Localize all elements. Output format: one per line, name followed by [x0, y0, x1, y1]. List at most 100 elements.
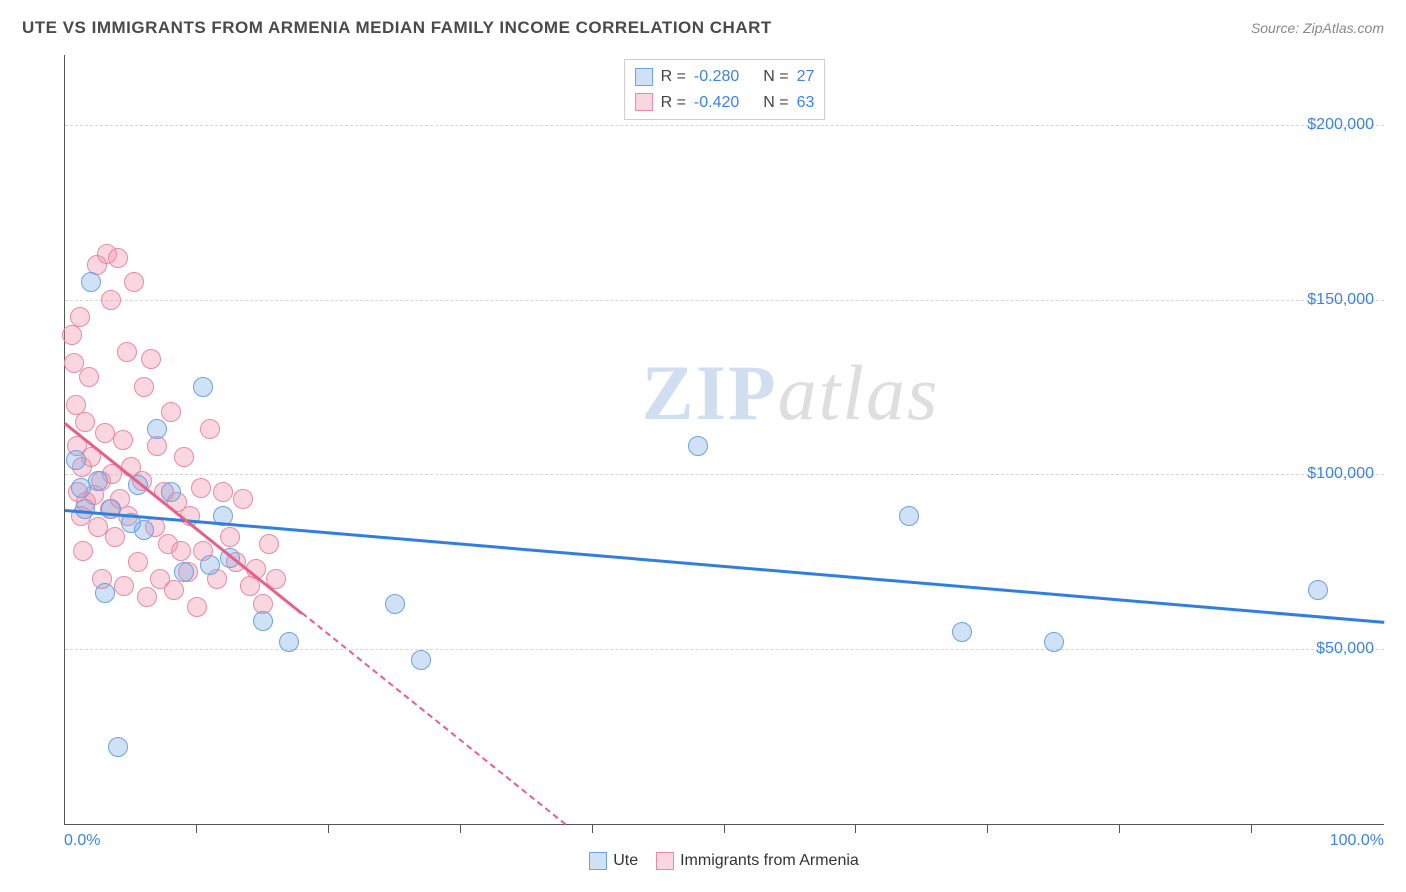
scatter-point [134, 520, 154, 540]
r-value-ute: -0.280 [694, 64, 739, 90]
ytick-label: $100,000 [1307, 465, 1374, 483]
correlation-legend: R = -0.280 N = 27 R = -0.420 N = 63 [624, 59, 826, 120]
watermark-atlas: atlas [778, 349, 940, 436]
gridline-h [65, 649, 1384, 650]
scatter-point [193, 377, 213, 397]
ytick-label: $200,000 [1307, 116, 1374, 134]
series-legend: Ute Immigrants from Armenia [64, 852, 1384, 870]
scatter-point [88, 471, 108, 491]
scatter-point [134, 377, 154, 397]
trendline [302, 613, 567, 826]
ytick-label: $50,000 [1316, 640, 1374, 658]
scatter-point [233, 489, 253, 509]
xtick-mark [987, 825, 988, 833]
scatter-point [114, 576, 134, 596]
scatter-point [161, 482, 181, 502]
scatter-point [385, 594, 405, 614]
scatter-point [147, 419, 167, 439]
legend-item-armenia: Immigrants from Armenia [656, 852, 859, 870]
legend-row-ute: R = -0.280 N = 27 [635, 64, 815, 90]
scatter-point [108, 248, 128, 268]
source-prefix: Source: [1251, 20, 1303, 36]
xtick-mark [1119, 825, 1120, 833]
scatter-point [75, 412, 95, 432]
gridline-h [65, 474, 1384, 475]
plot-region: ZIPatlas R = -0.280 N = 27 R = -0.420 N … [64, 55, 1384, 825]
scatter-point [952, 622, 972, 642]
scatter-point [73, 541, 93, 561]
scatter-point [688, 436, 708, 456]
xtick-mark [460, 825, 461, 833]
watermark: ZIPatlas [642, 348, 940, 438]
scatter-point [79, 367, 99, 387]
scatter-point [174, 447, 194, 467]
scatter-point [1308, 580, 1328, 600]
scatter-point [108, 737, 128, 757]
swatch-ute-icon [589, 852, 607, 870]
scatter-point [128, 552, 148, 572]
scatter-point [164, 580, 184, 600]
chart-area: Median Family Income ZIPatlas R = -0.280… [22, 55, 1384, 870]
scatter-point [191, 478, 211, 498]
scatter-point [213, 482, 233, 502]
scatter-point [220, 527, 240, 547]
scatter-point [147, 436, 167, 456]
n-label: N = [763, 90, 788, 116]
xtick-mark [855, 825, 856, 833]
scatter-point [105, 527, 125, 547]
xtick-label: 0.0% [64, 832, 100, 850]
legend-label-armenia: Immigrants from Armenia [680, 852, 859, 870]
scatter-point [62, 325, 82, 345]
xtick-label: 100.0% [1330, 832, 1384, 850]
xtick-mark [592, 825, 593, 833]
watermark-zip: ZIP [642, 349, 778, 436]
scatter-point [259, 534, 279, 554]
swatch-armenia [635, 93, 653, 111]
ytick-label: $150,000 [1307, 291, 1374, 309]
scatter-point [899, 506, 919, 526]
chart-title: UTE VS IMMIGRANTS FROM ARMENIA MEDIAN FA… [22, 18, 772, 38]
scatter-point [253, 611, 273, 631]
legend-row-armenia: R = -0.420 N = 63 [635, 90, 815, 116]
scatter-point [101, 499, 121, 519]
gridline-h [65, 125, 1384, 126]
scatter-point [141, 349, 161, 369]
swatch-armenia-icon [656, 852, 674, 870]
r-label: R = [661, 64, 686, 90]
scatter-point [174, 562, 194, 582]
legend-item-ute: Ute [589, 852, 638, 870]
scatter-point [279, 632, 299, 652]
source-name: ZipAtlas.com [1303, 20, 1384, 36]
n-label: N = [763, 64, 788, 90]
scatter-point [171, 541, 191, 561]
gridline-h [65, 300, 1384, 301]
scatter-point [70, 307, 90, 327]
scatter-point [95, 423, 115, 443]
n-value-armenia: 63 [797, 90, 815, 116]
chart-source: Source: ZipAtlas.com [1251, 20, 1384, 36]
xtick-mark [328, 825, 329, 833]
scatter-point [161, 402, 181, 422]
scatter-point [200, 419, 220, 439]
scatter-point [137, 587, 157, 607]
r-value-armenia: -0.420 [694, 90, 739, 116]
scatter-point [124, 272, 144, 292]
scatter-point [81, 272, 101, 292]
swatch-ute [635, 68, 653, 86]
legend-label-ute: Ute [613, 852, 638, 870]
scatter-point [117, 342, 137, 362]
scatter-point [95, 583, 115, 603]
scatter-point [411, 650, 431, 670]
xtick-mark [1251, 825, 1252, 833]
scatter-point [113, 430, 133, 450]
xtick-mark [724, 825, 725, 833]
chart-header: UTE VS IMMIGRANTS FROM ARMENIA MEDIAN FA… [22, 18, 1384, 38]
scatter-point [200, 555, 220, 575]
xtick-mark [196, 825, 197, 833]
scatter-point [66, 450, 86, 470]
scatter-point [1044, 632, 1064, 652]
scatter-point [187, 597, 207, 617]
n-value-ute: 27 [797, 64, 815, 90]
r-label: R = [661, 90, 686, 116]
scatter-point [101, 290, 121, 310]
